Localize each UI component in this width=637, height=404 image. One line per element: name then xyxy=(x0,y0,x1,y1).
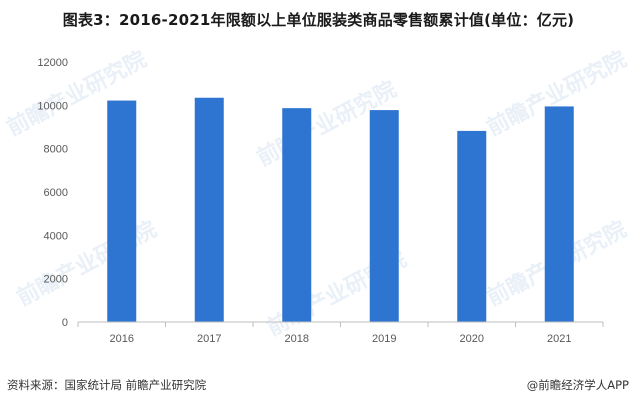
chart-title: 图表3：2016-2021年限额以上单位服装类商品零售额累计值(单位：亿元) xyxy=(62,11,575,29)
bar-series xyxy=(107,97,574,323)
y-tick-label: 2000 xyxy=(44,274,68,286)
x-tick-label: 2020 xyxy=(460,333,484,345)
bar-2016 xyxy=(107,100,137,322)
watermark-text: 前瞻产业研究院 xyxy=(13,216,161,311)
x-tick-label: 2019 xyxy=(372,333,396,345)
y-tick-label: 6000 xyxy=(44,187,68,199)
y-tick-label: 10000 xyxy=(37,100,68,112)
x-tick-label: 2017 xyxy=(197,333,221,345)
y-tick-label: 12000 xyxy=(37,57,68,69)
source-note: 资料来源：国家统计局 前瞻产业研究院 xyxy=(7,378,207,392)
x-tick-label: 2018 xyxy=(285,333,309,345)
y-axis-ticks: 0 2000 4000 6000 8000 10000 12000 xyxy=(37,57,68,329)
bar-2021 xyxy=(544,106,574,323)
bar-chart: 前瞻产业研究院前瞻产业研究院前瞻产业研究院前瞻产业研究院前瞻产业研究院前瞻产业研… xyxy=(3,46,631,345)
y-tick-label: 0 xyxy=(62,317,68,329)
bar-2017 xyxy=(194,97,224,322)
x-tick-label: 2021 xyxy=(547,333,571,345)
bar-2018 xyxy=(282,108,312,323)
y-tick-label: 8000 xyxy=(44,144,68,156)
watermark-layer: 前瞻产业研究院前瞻产业研究院前瞻产业研究院前瞻产业研究院前瞻产业研究院前瞻产业研… xyxy=(3,46,631,341)
brand-credit: @前瞻经济学人APP xyxy=(526,378,629,392)
bar-2019 xyxy=(369,110,399,322)
bar-2020 xyxy=(457,130,487,322)
x-axis-ticks: 2016 2017 2018 2019 2020 2021 xyxy=(77,322,604,345)
y-tick-label: 4000 xyxy=(44,230,68,242)
x-tick-label: 2016 xyxy=(110,333,134,345)
